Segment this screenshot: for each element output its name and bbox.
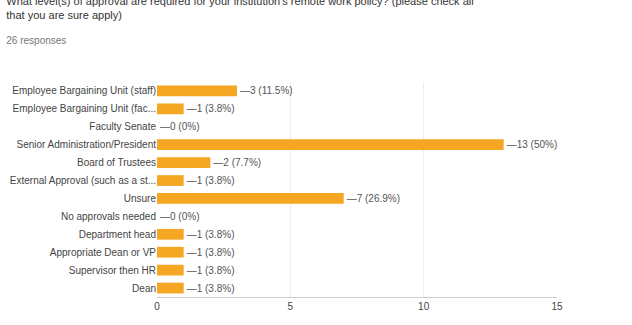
- svg-text:Appropriate Dean or VP: Appropriate Dean or VP: [50, 247, 157, 258]
- svg-text:External Approval (such as a s: External Approval (such as a st...: [10, 175, 156, 186]
- svg-text:Board of Trustees: Board of Trustees: [77, 157, 156, 168]
- svg-text:—1 (3.8%): —1 (3.8%): [187, 103, 235, 114]
- svg-text:10: 10: [418, 301, 430, 312]
- svg-text:5: 5: [288, 301, 294, 312]
- svg-text:—1 (3.8%): —1 (3.8%): [187, 175, 235, 186]
- svg-text:—1 (3.8%): —1 (3.8%): [187, 265, 235, 276]
- svg-text:Supervisor then HR: Supervisor then HR: [69, 265, 156, 276]
- svg-text:—13 (50%): —13 (50%): [507, 139, 558, 150]
- svg-text:—7 (26.9%): —7 (26.9%): [347, 193, 400, 204]
- svg-text:Faculty Senate: Faculty Senate: [89, 121, 156, 132]
- svg-text:Employee Bargaining Unit (staf: Employee Bargaining Unit (staff): [12, 85, 156, 96]
- svg-text:—1 (3.8%): —1 (3.8%): [187, 229, 235, 240]
- svg-text:Unsure: Unsure: [124, 193, 157, 204]
- svg-text:26 responses: 26 responses: [6, 35, 66, 46]
- svg-text:—3 (11.5%): —3 (11.5%): [240, 85, 293, 96]
- svg-text:Dean: Dean: [132, 283, 156, 294]
- svg-text:Department head: Department head: [79, 229, 156, 240]
- svg-text:—2 (7.7%): —2 (7.7%): [213, 157, 261, 168]
- svg-text:Employee Bargaining Unit (fac.: Employee Bargaining Unit (fac...: [13, 103, 156, 114]
- svg-text:15: 15: [551, 301, 563, 312]
- svg-text:—0 (0%): —0 (0%): [160, 211, 199, 222]
- svg-text:0: 0: [154, 301, 160, 312]
- svg-text:—0 (0%): —0 (0%): [160, 121, 199, 132]
- svg-text:Senior Administration/Presiden: Senior Administration/President: [16, 139, 156, 150]
- svg-text:No approvals needed: No approvals needed: [61, 211, 156, 222]
- svg-text:What level(s) of approval are: What level(s) of approval are required f…: [6, 0, 473, 21]
- svg-text:—1 (3.8%): —1 (3.8%): [187, 247, 235, 258]
- svg-text:—1 (3.8%): —1 (3.8%): [187, 283, 235, 294]
